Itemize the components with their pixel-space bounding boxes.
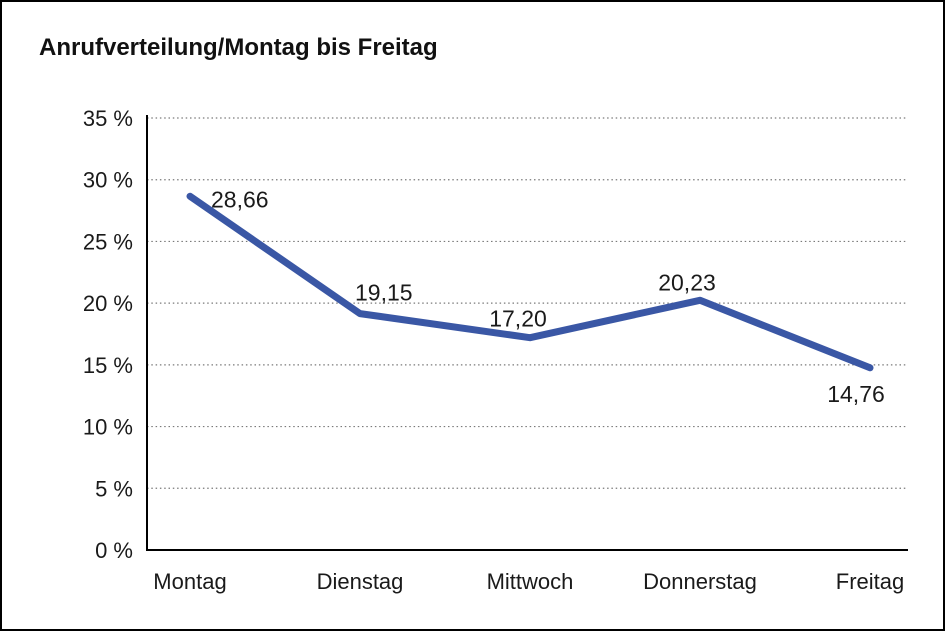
data-point-label: 17,20: [489, 306, 547, 332]
x-category-label: Freitag: [836, 569, 904, 594]
y-tick-label: 10 %: [83, 415, 133, 440]
gridlines: [147, 117, 908, 489]
data-point-label: 19,15: [355, 280, 413, 306]
y-tick-label: 20 %: [83, 291, 133, 316]
y-tick-labels: 0 % 5 % 10 % 15 % 20 % 25 % 30 % 35 %: [83, 106, 133, 563]
y-tick-label: 30 %: [83, 168, 133, 193]
y-tick-label: 35 %: [83, 106, 133, 131]
data-line: [186, 192, 874, 372]
chart-title: Anrufverteilung/Montag bis Freitag: [39, 34, 438, 61]
y-tick-label: 15 %: [83, 353, 133, 378]
data-point-label: 20,23: [658, 269, 716, 295]
x-category-label: Montag: [153, 569, 226, 594]
y-tick-label: 25 %: [83, 229, 133, 254]
data-point-label: 28,66: [211, 186, 269, 212]
data-point-labels: 28,66 19,15 17,20 20,23 14,76: [211, 186, 885, 407]
y-tick-label: 5 %: [95, 476, 133, 501]
x-category-label: Dienstag: [317, 569, 404, 594]
x-category-label: Mittwoch: [487, 569, 574, 594]
x-category-label: Donnerstag: [643, 569, 757, 594]
data-point-label: 14,76: [827, 381, 885, 407]
y-tick-label: 0 %: [95, 538, 133, 563]
x-category-labels: Montag Dienstag Mittwoch Donnerstag Freitag: [153, 569, 904, 594]
